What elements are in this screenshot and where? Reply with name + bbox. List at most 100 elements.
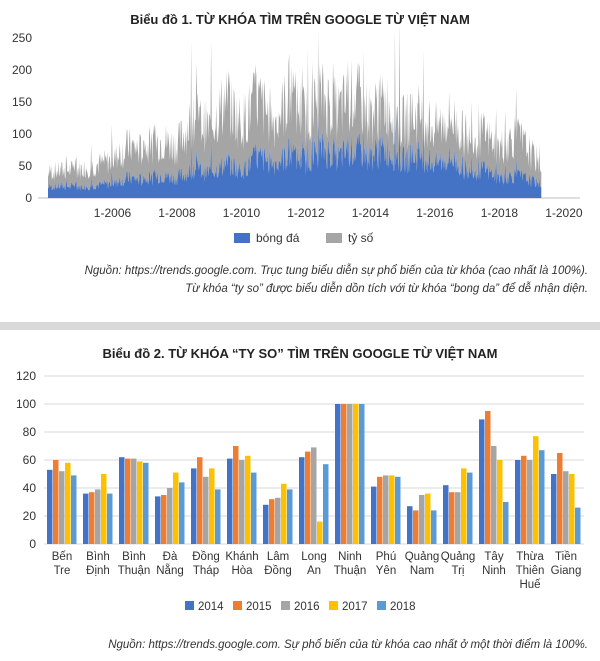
chart2-panel: Biểu đồ 2. TỪ KHÓA “TY SO” TÌM TRÊN GOOG… <box>0 330 600 661</box>
chart2-ytick-label: 100 <box>16 397 36 411</box>
chart2-category-label: Đồng <box>192 551 220 563</box>
chart2-ytick-label: 60 <box>23 453 37 467</box>
chart1-note-line1: Nguồn: https://trends.google.com. Trục t… <box>84 265 588 277</box>
chart2-bar <box>197 457 203 544</box>
chart1-area-series-bong-da <box>48 108 542 198</box>
chart2-bar <box>341 404 347 544</box>
chart2-category-label: Tây <box>484 551 503 563</box>
chart2-category-label: Đà <box>163 551 178 563</box>
chart2-legend-swatch <box>185 601 194 610</box>
chart2-title: Biểu đồ 2. TỪ KHÓA “TY SO” TÌM TRÊN GOOG… <box>102 346 498 361</box>
chart2-bar <box>173 472 179 544</box>
chart2-ytick-label: 40 <box>23 481 37 495</box>
chart1-xtick-label: 1-2010 <box>223 206 261 220</box>
chart2-category-label: Lâm <box>267 551 289 563</box>
chart1-xtick-label: 1-2016 <box>416 206 454 220</box>
chart2-bar <box>551 474 557 544</box>
chart2-bar <box>71 475 77 544</box>
chart2-bar <box>179 482 185 544</box>
chart2-category-label: Quảng <box>405 551 440 563</box>
chart2-bar <box>557 453 563 544</box>
chart2-bar <box>245 455 251 544</box>
chart2-bar <box>299 457 305 544</box>
chart2-category-label: Khánh <box>225 551 258 563</box>
chart1-ytick-label: 50 <box>19 159 33 173</box>
chart2-legend-swatch <box>377 601 386 610</box>
chart2-category-label: Hòa <box>231 565 253 577</box>
chart2-bar <box>347 404 353 544</box>
chart2-bar <box>485 411 491 544</box>
chart2-bar <box>251 472 257 544</box>
chart2-category-label: Định <box>86 565 110 577</box>
chart2-ytick-label: 0 <box>29 537 36 551</box>
chart2-bar <box>359 404 365 544</box>
chart2-legend-label: 2014 <box>198 601 224 613</box>
chart1-legend-label-bong-da: bóng đá <box>256 231 300 245</box>
chart2-bar <box>497 460 503 544</box>
chart2-bar <box>317 521 323 544</box>
chart2-bar <box>143 462 149 544</box>
chart2-bar <box>527 460 533 544</box>
chart2-bar <box>203 476 209 544</box>
chart2-bar <box>569 474 575 544</box>
chart2-ytick-label: 80 <box>23 425 37 439</box>
chart2-category-label: Thừa <box>516 551 544 563</box>
chart1-legend-swatch-ty-so <box>326 233 342 243</box>
chart2-legend-label: 2016 <box>294 601 320 613</box>
chart2-bar <box>395 476 401 544</box>
panel-divider <box>0 322 600 330</box>
chart2-bar <box>407 506 413 544</box>
chart2-bar <box>539 450 545 544</box>
chart2-legend-label: 2015 <box>246 601 272 613</box>
chart2-legend-swatch <box>281 601 290 610</box>
chart1-ytick-label: 200 <box>12 63 32 77</box>
chart2-category-label: Phú <box>376 551 396 563</box>
chart2-bar <box>335 404 341 544</box>
chart2-category-label: Tiền <box>555 551 577 563</box>
chart2-bar <box>455 492 461 544</box>
chart1-xtick-label: 1-2006 <box>94 206 132 220</box>
chart2-bar <box>65 462 71 544</box>
chart2-bar <box>287 489 293 544</box>
chart2-category-label: Tháp <box>193 565 219 577</box>
chart2-bar <box>371 486 377 544</box>
chart2-bar <box>215 489 221 544</box>
chart2-bar <box>449 492 455 544</box>
chart2-bar <box>107 493 113 544</box>
chart2-category-label: Ninh <box>338 551 362 563</box>
chart2-ytick-label: 120 <box>16 369 36 383</box>
chart2-bar <box>263 504 269 544</box>
chart2-bar <box>239 460 245 544</box>
chart2-bar <box>269 499 275 544</box>
chart1-area-series-ty-so <box>48 28 542 191</box>
chart2-bar <box>389 475 395 544</box>
chart2-bar-chart: 0 20 40 60 80 100 120 Bến Tre Bình Định Bình Thuận Đà… <box>16 369 584 613</box>
chart2-bar <box>137 461 143 544</box>
chart2-bar <box>413 510 419 544</box>
chart2-bar <box>281 483 287 544</box>
chart2-bar <box>419 495 425 544</box>
chart2-bar <box>461 468 467 544</box>
chart2-bar <box>425 493 431 544</box>
chart2-bar <box>575 507 581 544</box>
chart2-bar <box>161 495 167 544</box>
chart1-panel: Biểu đồ 1. TỪ KHÓA TÌM TRÊN GOOGLE TỪ VI… <box>0 0 600 322</box>
chart1-ytick-label: 250 <box>12 31 32 45</box>
chart2-bar <box>275 497 281 544</box>
chart2-category-label: Ninh <box>482 565 506 577</box>
chart2-bar <box>47 469 53 544</box>
chart2-category-label: Quảng <box>441 551 476 563</box>
chart2-bar <box>89 492 95 544</box>
chart2-bar <box>377 476 383 544</box>
chart2-bar <box>95 489 101 544</box>
chart1-ytick-label: 150 <box>12 95 32 109</box>
chart2-bar <box>479 419 485 544</box>
chart2-bar <box>521 455 527 544</box>
chart2-bar <box>491 446 497 544</box>
chart2-category-label: Bình <box>86 551 110 563</box>
chart1-xtick-label: 1-2014 <box>352 206 390 220</box>
chart2-bar <box>101 474 107 544</box>
chart2-bar <box>155 496 161 544</box>
chart1-xtick-label: 1-2012 <box>287 206 325 220</box>
chart2-category-label: Thuận <box>334 565 367 577</box>
